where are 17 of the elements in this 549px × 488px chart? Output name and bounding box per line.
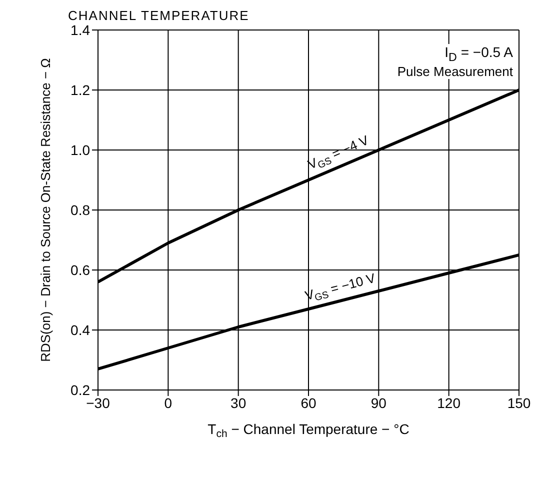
x-tick-label: 60 — [300, 394, 316, 411]
x-axis-title: T$_{ch}$ − Channel Temperature − °C — [208, 421, 410, 440]
y-tick-label: 1.4 — [70, 22, 90, 38]
chart-title: CHANNEL TEMPERATURE — [68, 8, 250, 23]
x-tick-label: 90 — [370, 394, 387, 411]
annotation: Pulse Measurement — [395, 64, 515, 79]
x-tick-label: 150 — [507, 394, 531, 411]
annotation: I$_{D}$ = −0.5 A — [442, 44, 515, 64]
y-tick-label: 0.8 — [70, 202, 90, 218]
y-tick-label: 0.6 — [70, 262, 90, 278]
y-tick-label: 1.0 — [70, 142, 90, 158]
y-tick-label: 0.4 — [70, 322, 90, 338]
x-tick-label: 0 — [164, 394, 172, 411]
x-tick-label: 30 — [230, 394, 246, 411]
y-tick-label: 1.2 — [70, 82, 90, 98]
y-axis-title: RDS(on) − Drain to Source On-State Resistance − Ω — [38, 58, 53, 362]
x-tick-label: 120 — [437, 394, 461, 411]
